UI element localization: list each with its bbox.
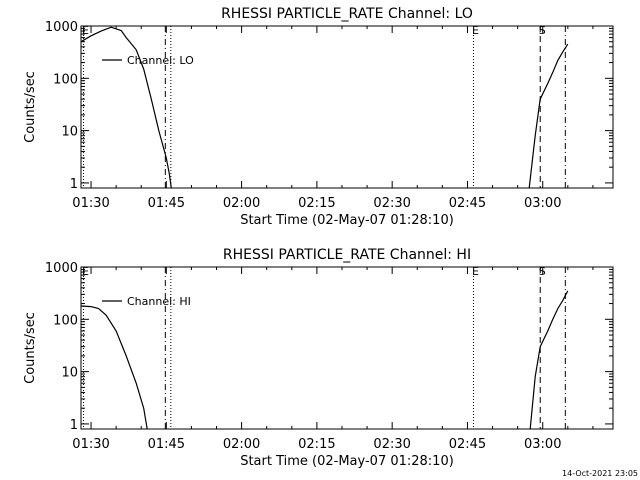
x-tick-label: 02:30 [373, 196, 410, 211]
event-marker-label: S [539, 265, 546, 278]
data-series-line [529, 290, 569, 429]
footer-timestamp: 14-Oct-2021 23:05 [562, 469, 638, 478]
x-tick-label: 03:00 [524, 196, 561, 211]
y-axis-label: Counts/sec [23, 71, 38, 143]
y-tick-label: 10 [61, 125, 78, 140]
data-series-line [528, 43, 569, 188]
chart-title: RHESSI PARTICLE_RATE Channel: LO [221, 6, 473, 22]
y-axis-label: Counts/sec [23, 312, 38, 384]
plot-frame [80, 25, 614, 189]
y-tick-label: 1000 [45, 261, 78, 276]
y-tick-label: 1000 [45, 20, 78, 35]
x-tick-label: 02:15 [298, 196, 335, 211]
x-tick-label: 02:15 [298, 437, 335, 452]
x-axis-label: Start Time (02-May-07 01:28:10) [240, 454, 454, 469]
chart-panel-hi: RHESSI PARTICLE_RATE Channel: HI Start Ti… [23, 247, 614, 469]
x-tick-label: 02:00 [223, 196, 260, 211]
legend-label: Channel: LO [127, 54, 194, 67]
event-marker-label: E [472, 24, 479, 37]
x-tick-label: 01:30 [72, 437, 109, 452]
event-marker-label: E [82, 24, 89, 37]
legend-label: Channel: HI [127, 295, 191, 308]
chart-title: RHESSI PARTICLE_RATE Channel: HI [223, 247, 471, 263]
event-marker-label: E [472, 265, 479, 278]
x-tick-label: 02:45 [449, 196, 486, 211]
y-tick-label: 10 [61, 366, 78, 381]
x-tick-label: 02:30 [373, 437, 410, 452]
x-tick-label: 01:30 [72, 196, 109, 211]
x-tick-label: 02:00 [223, 437, 260, 452]
plot-frame [80, 266, 614, 430]
x-tick-label: 03:00 [524, 437, 561, 452]
x-tick-label: 02:45 [449, 437, 486, 452]
y-tick-label: 1 [70, 418, 78, 433]
event-marker-label: S [539, 24, 546, 37]
y-tick-label: 1 [70, 177, 78, 192]
chart-panel-lo: RHESSI PARTICLE_RATE Channel: LO Start Ti… [23, 6, 614, 228]
data-series-line [81, 305, 148, 429]
x-tick-label: 01:45 [148, 437, 185, 452]
y-tick-label: 100 [53, 72, 78, 87]
y-tick-label: 100 [53, 313, 78, 328]
data-series-line [81, 26, 172, 188]
event-marker-label: E [82, 265, 89, 278]
x-axis-label: Start Time (02-May-07 01:28:10) [240, 213, 454, 228]
x-tick-label: 01:45 [148, 196, 185, 211]
